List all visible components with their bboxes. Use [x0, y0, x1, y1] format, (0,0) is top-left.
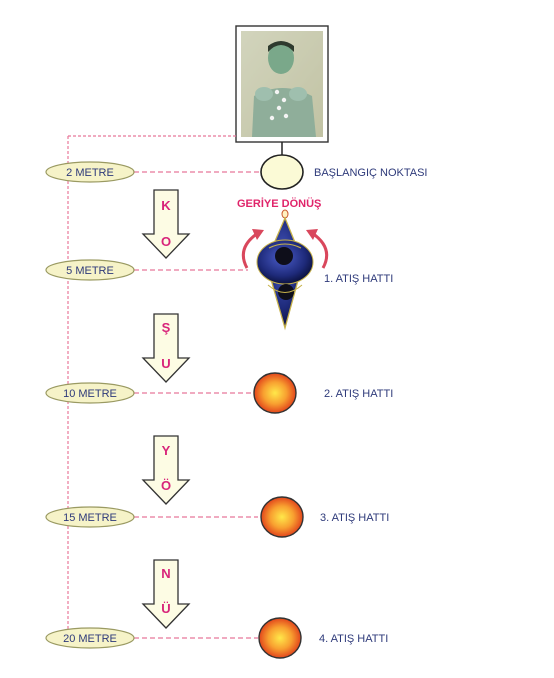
distance-label-15m: 15 METRE	[63, 512, 117, 524]
down-arrow-yo: Y Ö	[141, 435, 191, 505]
arrow-letter-s: Ş	[162, 320, 171, 335]
rotate-right-arrow	[311, 231, 329, 269]
firing-line-4-label: 4. ATIŞ HATTI	[319, 633, 388, 645]
distance-label-5m: 5 METRE	[66, 265, 114, 277]
distance-label-10m: 10 METRE	[63, 388, 117, 400]
distance-label-2m: 2 METRE	[66, 167, 114, 179]
firing-line-3-label: 3. ATIŞ HATTI	[320, 512, 389, 524]
down-arrow-su: Ş U	[141, 313, 191, 383]
distance-pill-5m: 5 METRE	[45, 259, 135, 281]
turn-back-label: GERİYE DÖNÜŞ	[237, 197, 321, 210]
arrow-letter-y: Y	[162, 443, 171, 458]
distance-pill-2m: 2 METRE	[45, 161, 135, 183]
instructor-photo	[235, 25, 329, 143]
arrow-letter-k: K	[161, 198, 171, 213]
target-15m	[260, 496, 304, 538]
distance-label-20m: 20 METRE	[63, 633, 117, 645]
firing-line-1-label: 1. ATIŞ HATTI	[324, 273, 393, 285]
arrow-letter-n: N	[161, 566, 170, 581]
arrow-letter-o-umlaut: Ö	[161, 478, 171, 493]
rotate-left-arrowhead	[252, 229, 264, 240]
arrow-letter-u: U	[161, 356, 170, 371]
arrow-letter-o: O	[161, 234, 171, 249]
shooter-figure	[256, 209, 314, 331]
down-arrow-nu: N Ü	[141, 559, 191, 629]
target-10m	[253, 372, 297, 414]
distance-pill-10m: 10 METRE	[45, 382, 135, 404]
target-20m	[258, 617, 302, 659]
rotate-left-arrow	[241, 231, 259, 269]
down-arrow-ko: K O	[141, 189, 191, 259]
arrow-letter-u-umlaut: Ü	[161, 601, 170, 616]
start-point-label: BAŞLANGIÇ NOKTASI	[314, 167, 428, 179]
rotate-right-arrowhead	[306, 229, 318, 240]
distance-pill-20m: 20 METRE	[45, 627, 135, 649]
start-point-circle	[260, 154, 304, 190]
firing-line-2-label: 2. ATIŞ HATTI	[324, 388, 393, 400]
distance-pill-15m: 15 METRE	[45, 506, 135, 528]
